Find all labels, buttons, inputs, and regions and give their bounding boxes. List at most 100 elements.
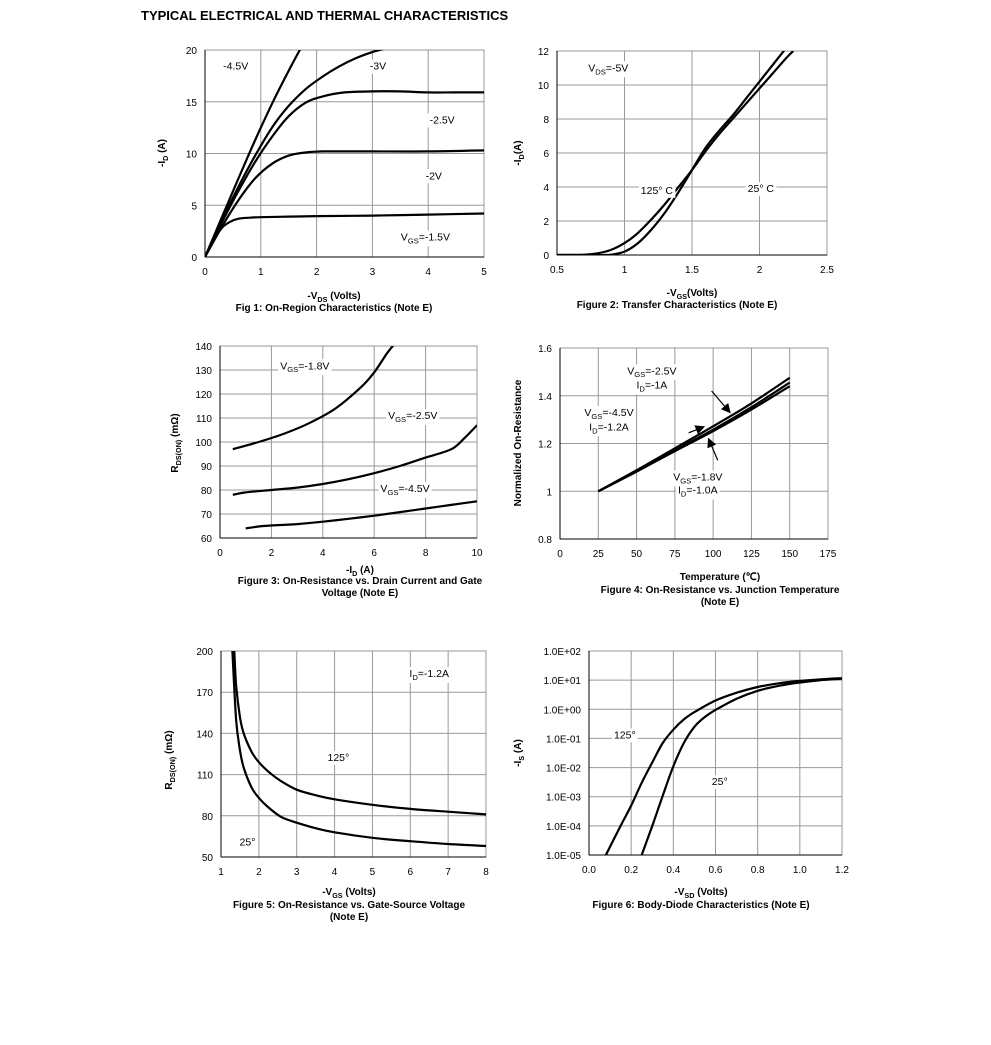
annotation-arrow <box>711 390 731 414</box>
series-line-0 <box>604 677 842 855</box>
series-label-run: GS <box>387 488 398 497</box>
series-line-1 <box>231 651 486 848</box>
y-tick-label: 120 <box>195 390 212 401</box>
series-label: 25° <box>712 776 728 788</box>
x-tick-label: 2 <box>757 265 763 276</box>
y-tick-label: 80 <box>201 486 213 497</box>
series-label: 125° <box>327 752 349 764</box>
y-tick-label: 12 <box>538 47 550 58</box>
x-tick-label: 2.5 <box>820 265 834 276</box>
series-label-run: 125° C <box>641 185 674 197</box>
x-axis-label: -VGS (Volts) <box>322 887 376 900</box>
series-label-run: 25° <box>712 776 728 788</box>
fig4-chart: 0 25 50 75 100 125 150 1750.811.21.41.6VGS=-2.5… <box>513 344 840 608</box>
series-label: ID=-1.2A <box>409 668 449 682</box>
fig2-chart: 0.5 1 1.5 2 2.5 0 2 4 6 8 10 12 VDS=-5V 125° C 25° C -V… <box>513 47 834 311</box>
x-axis-label: -VSD (Volts) <box>674 887 727 900</box>
x-axis-label-run: D <box>352 569 357 578</box>
series-label: -2V <box>426 170 442 182</box>
series-line-1 <box>205 50 384 257</box>
series-label-run: V <box>280 360 287 372</box>
y-axis-label-run: (mΩ) <box>170 413 181 439</box>
label-background <box>237 835 258 850</box>
x-tick-label: 7 <box>445 867 451 878</box>
page-title: TYPICAL ELECTRICAL AND THERMAL CHARACTER… <box>141 8 509 23</box>
series-label-run: I <box>589 421 592 433</box>
y-tick-label: 10 <box>186 150 198 161</box>
y-tick-label: 8 <box>543 115 549 126</box>
y-axis-label-run: (A) <box>513 140 524 154</box>
series-label: VDS=-5V <box>588 62 628 76</box>
fig6-chart: 0.0 0.2 0.4 0.6 0.8 1.0 1.2 1.0E-05 1.0E-04 1.0E-… <box>513 647 849 911</box>
y-tick-label: 100 <box>195 438 212 449</box>
fig3-chart: 0 2 4 6 8 1060708090100110120130140VGS=-1.8VV… <box>170 342 483 599</box>
y-tick-label: 200 <box>196 647 213 658</box>
figure-caption: Figure 4: On-Resistance vs. Junction Tem… <box>601 585 840 596</box>
series-label-run: -4.5V <box>223 61 248 73</box>
fig1-chart: 0 1 2 3 4 5 0 5 10 15 20 -4.5V -3V -2.5V -2V VGS=-1.5V -… <box>157 46 487 314</box>
label-background <box>378 481 432 498</box>
series-line-2 <box>205 90 484 257</box>
x-tick-label: 1 <box>622 265 628 276</box>
y-tick-label: 50 <box>202 853 214 864</box>
x-tick-label: 1.0 <box>793 865 807 876</box>
y-tick-label: 110 <box>197 771 213 782</box>
series-label-run: GS <box>680 476 691 485</box>
y-tick-label: 60 <box>201 534 213 545</box>
y-tick-label: 90 <box>201 462 213 473</box>
y-axis-label-run: R <box>164 782 175 790</box>
series-label-run: V <box>627 365 634 377</box>
series-label-run: V <box>388 410 395 422</box>
y-tick-label: 110 <box>196 414 212 425</box>
x-tick-label: 2 <box>314 267 320 278</box>
y-axis-label: RDS(ON) (mΩ) <box>170 413 183 472</box>
x-axis-label-run: (Volts) <box>327 291 360 302</box>
label-background <box>427 113 457 128</box>
x-tick-label: 2 <box>269 548 275 559</box>
figure-caption: Fig 1: On-Region Characteristics (Note E… <box>236 303 433 314</box>
x-axis-label: -ID (A) <box>346 565 374 578</box>
series-label: -2.5V <box>430 114 455 126</box>
x-tick-label: 0.8 <box>751 865 765 876</box>
y-axis-label-run: R <box>170 465 181 473</box>
y-tick-label: 4 <box>543 183 549 194</box>
series-line-3 <box>205 149 484 257</box>
series-label-run: GS <box>591 412 602 421</box>
y-tick-label: 130 <box>195 366 212 377</box>
series-line-0 <box>232 346 395 451</box>
y-tick-label: 1.0E-04 <box>546 822 581 833</box>
x-axis-label-run: -V <box>322 887 332 898</box>
series-line-0 <box>233 651 486 816</box>
x-tick-label: 1 <box>258 267 264 278</box>
y-tick-label: 0 <box>543 251 549 262</box>
series-label-run: I <box>636 380 639 392</box>
y-axis-label-run: Normalized On-Resistance <box>513 379 524 506</box>
series-label-run: GS <box>408 236 419 245</box>
x-tick-label: 125 <box>743 549 760 560</box>
series-label: 25° <box>240 836 256 848</box>
series-label: ID=-1.2A <box>589 421 629 435</box>
series-label-run: =-4.5V <box>602 407 633 419</box>
series-label-run: GS <box>395 415 406 424</box>
y-axis-label-run: D <box>161 156 170 161</box>
series-label-run: =-1A <box>645 380 667 392</box>
x-tick-label: 0.2 <box>624 865 638 876</box>
series-label: VGS=-4.5V <box>380 483 429 497</box>
series-label-run: =-1.2A <box>418 668 449 680</box>
x-tick-label: 1.2 <box>835 865 849 876</box>
x-tick-label: 0.5 <box>550 265 564 276</box>
series-label-run: D <box>592 426 598 435</box>
x-axis-label: Temperature (℃) <box>680 572 761 583</box>
y-axis-label: -ID (A) <box>157 139 170 167</box>
y-tick-label: 0.8 <box>538 535 552 546</box>
x-axis-label: -VGS(Volts) <box>667 288 718 301</box>
y-tick-label: 1.0E+01 <box>543 676 581 687</box>
y-axis-label-run: DS(ON) <box>174 439 183 465</box>
series-label-run: DS <box>595 67 606 76</box>
series-label-run: -2.5V <box>430 114 455 126</box>
y-axis-label-run: (mΩ) <box>164 730 175 756</box>
series-label: VGS=-4.5V <box>584 407 633 421</box>
series-label: -4.5V <box>223 61 248 73</box>
series-label-run: =-1.8V <box>298 360 329 372</box>
x-axis-label-run: -V <box>307 291 317 302</box>
